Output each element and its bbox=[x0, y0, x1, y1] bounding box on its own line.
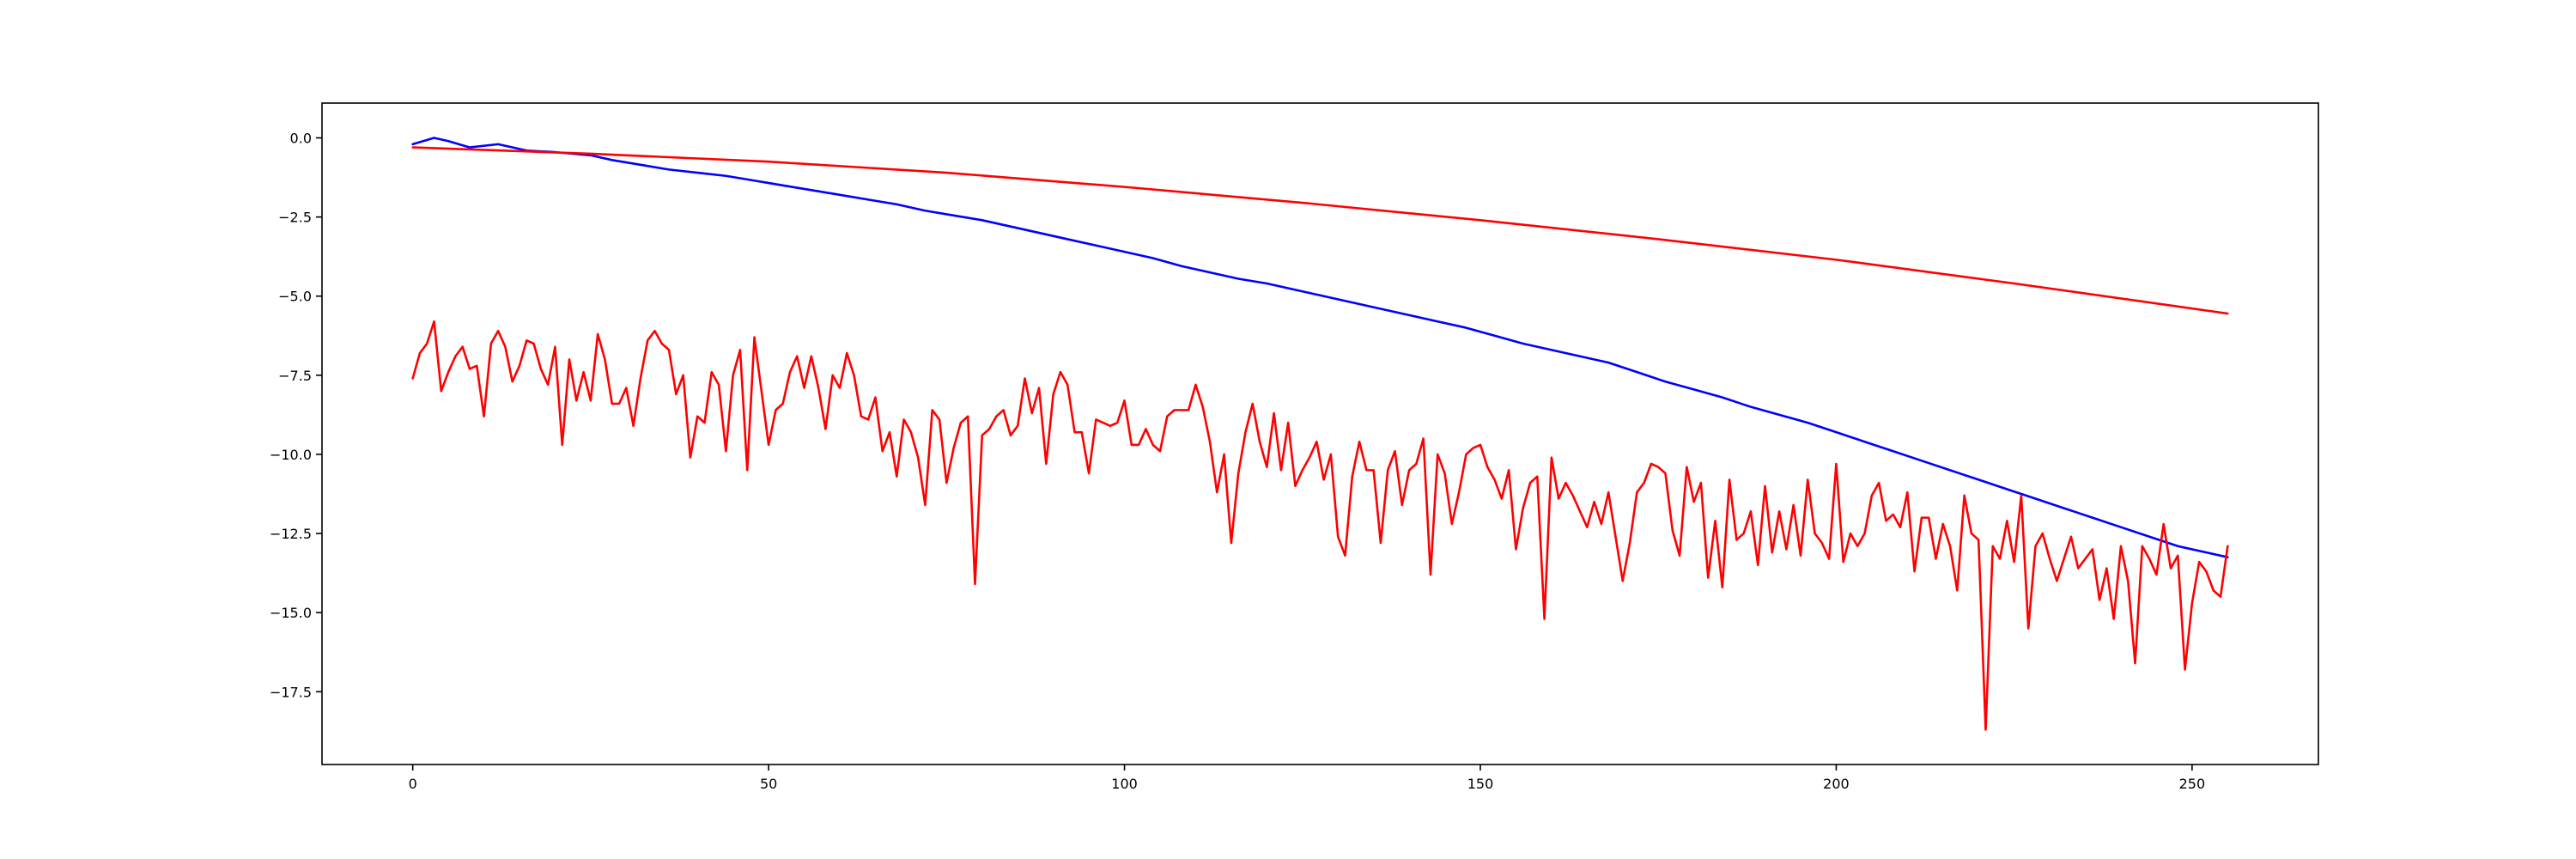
y-tick-label: −12.5 bbox=[270, 526, 312, 542]
y-axis: 0.0 −2.5 −5.0 −7.5 −10.0 −12.5 −15.0 −17.5 bbox=[270, 131, 322, 700]
series-line-1 bbox=[411, 137, 2229, 558]
x-tick-label: 250 bbox=[2179, 776, 2206, 792]
y-tick-label: −10.0 bbox=[270, 447, 312, 463]
y-tick-label: −7.5 bbox=[278, 368, 312, 384]
x-tick-label: 0 bbox=[409, 776, 417, 792]
series-layer bbox=[411, 137, 2229, 731]
series-line-2 bbox=[411, 146, 2229, 315]
y-tick-label: −15.0 bbox=[270, 605, 312, 621]
x-tick-label: 50 bbox=[760, 776, 777, 792]
x-tick-label: 200 bbox=[1823, 776, 1850, 792]
y-tick-label: −17.5 bbox=[270, 684, 312, 700]
series-line-3 bbox=[411, 320, 2229, 731]
y-tick-label: −2.5 bbox=[278, 210, 312, 226]
x-axis: 0 50 100 150 200 250 bbox=[409, 765, 2206, 792]
x-tick-label: 100 bbox=[1111, 776, 1138, 792]
y-tick-label: −5.0 bbox=[278, 289, 312, 305]
y-tick-label: 0.0 bbox=[290, 131, 312, 147]
x-tick-label: 150 bbox=[1467, 776, 1494, 792]
plot-area-frame bbox=[321, 102, 2319, 765]
